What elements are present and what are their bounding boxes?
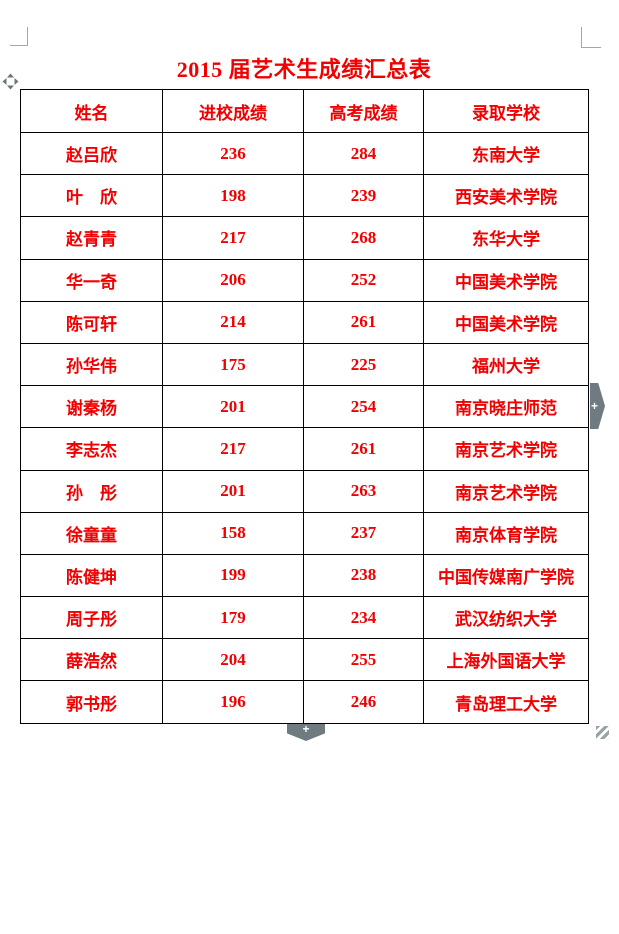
cell-gaokao-score[interactable]: 239 xyxy=(303,174,424,218)
page-title[interactable]: 2015 届艺术生成绩汇总表 xyxy=(176,57,432,82)
cell-school[interactable]: 南京艺术学院 xyxy=(423,469,589,513)
table-row: 李志杰 217 261 南京艺术学院 xyxy=(20,427,589,471)
cell-name[interactable]: 徐童童 xyxy=(20,511,163,555)
table-row: 赵青青 217 268 东华大学 xyxy=(20,216,589,260)
cell-entrance-score[interactable]: 179 xyxy=(162,596,304,640)
cell-name[interactable]: 孙华伟 xyxy=(20,342,163,387)
cell-gaokao-score[interactable]: 268 xyxy=(303,216,424,260)
cell-entrance-score[interactable]: 175 xyxy=(162,342,304,387)
cell-name[interactable]: 叶 欣 xyxy=(20,174,163,218)
cell-name[interactable]: 华一奇 xyxy=(20,258,163,302)
column-header-gaokao-score[interactable]: 高考成绩 xyxy=(303,89,424,133)
cell-school[interactable]: 东南大学 xyxy=(423,131,589,176)
cell-entrance-score[interactable]: 214 xyxy=(162,300,304,344)
margin-crop-mark-top-left xyxy=(10,27,28,46)
plus-icon: + xyxy=(591,399,599,413)
table-row: 陈健坤 199 238 中国传媒南广学院 xyxy=(20,553,589,598)
table-row: 徐童童 158 237 南京体育学院 xyxy=(20,511,589,555)
cell-school[interactable]: 上海外国语大学 xyxy=(423,638,589,682)
cell-school[interactable]: 武汉纺织大学 xyxy=(423,596,589,640)
cell-school[interactable]: 南京体育学院 xyxy=(423,511,589,555)
cell-gaokao-score[interactable]: 225 xyxy=(303,342,424,387)
cell-entrance-score[interactable]: 199 xyxy=(162,553,304,598)
table-row: 陈可轩 214 261 中国美术学院 xyxy=(20,300,589,344)
cell-school[interactable]: 中国美术学院 xyxy=(423,300,589,344)
cell-entrance-score[interactable]: 198 xyxy=(162,174,304,218)
add-column-button[interactable]: + xyxy=(590,383,605,429)
header-row: 姓名 进校成绩 高考成绩 录取学校 xyxy=(20,89,589,133)
cell-gaokao-score[interactable]: 261 xyxy=(303,300,424,344)
table-move-handle-icon[interactable] xyxy=(2,73,19,90)
cell-entrance-score[interactable]: 204 xyxy=(162,638,304,682)
cell-school[interactable]: 中国美术学院 xyxy=(423,258,589,302)
table-row: 郭书彤 196 246 青岛理工大学 xyxy=(20,680,589,724)
cell-entrance-score[interactable]: 196 xyxy=(162,680,304,724)
table-row: 赵吕欣 236 284 东南大学 xyxy=(20,131,589,176)
add-row-button[interactable]: + xyxy=(287,724,325,741)
table-resize-handle-icon[interactable] xyxy=(596,726,609,739)
table-row: 华一奇 206 252 中国美术学院 xyxy=(20,258,589,302)
cell-entrance-score[interactable]: 206 xyxy=(162,258,304,302)
cell-school[interactable]: 福州大学 xyxy=(423,342,589,387)
column-header-school[interactable]: 录取学校 xyxy=(423,89,589,133)
table-row: 孙华伟 175 225 福州大学 xyxy=(20,342,589,387)
cell-gaokao-score[interactable]: 234 xyxy=(303,596,424,640)
table-row: 叶 欣 198 239 西安美术学院 xyxy=(20,174,589,218)
column-header-entrance-score[interactable]: 进校成绩 xyxy=(162,89,304,133)
cell-gaokao-score[interactable]: 238 xyxy=(303,553,424,598)
cell-gaokao-score[interactable]: 252 xyxy=(303,258,424,302)
cell-name[interactable]: 孙 彤 xyxy=(20,469,163,513)
cell-gaokao-score[interactable]: 255 xyxy=(303,638,424,682)
cell-school[interactable]: 西安美术学院 xyxy=(423,174,589,218)
cell-name[interactable]: 薛浩然 xyxy=(20,638,163,682)
cell-entrance-score[interactable]: 158 xyxy=(162,511,304,555)
table-row: 谢秦杨 201 254 南京晓庄师范 xyxy=(20,385,589,429)
cell-gaokao-score[interactable]: 261 xyxy=(303,427,424,471)
cell-school[interactable]: 东华大学 xyxy=(423,216,589,260)
margin-crop-mark-top-right xyxy=(581,27,601,48)
cell-gaokao-score[interactable]: 284 xyxy=(303,131,424,176)
cell-school[interactable]: 南京艺术学院 xyxy=(423,427,589,471)
cell-entrance-score[interactable]: 217 xyxy=(162,427,304,471)
cell-entrance-score[interactable]: 201 xyxy=(162,469,304,513)
table-row: 周子彤 179 234 武汉纺织大学 xyxy=(20,596,589,640)
column-header-name[interactable]: 姓名 xyxy=(20,89,163,133)
cell-gaokao-score[interactable]: 254 xyxy=(303,385,424,429)
cell-gaokao-score[interactable]: 237 xyxy=(303,511,424,555)
cell-name[interactable]: 谢秦杨 xyxy=(20,385,163,429)
cell-school[interactable]: 南京晓庄师范 xyxy=(423,385,589,429)
cell-name[interactable]: 周子彤 xyxy=(20,596,163,640)
cell-school[interactable]: 中国传媒南广学院 xyxy=(423,553,589,598)
table-row: 孙 彤 201 263 南京艺术学院 xyxy=(20,469,589,513)
cell-name[interactable]: 郭书彤 xyxy=(20,680,163,724)
cell-name[interactable]: 陈可轩 xyxy=(20,300,163,344)
cell-name[interactable]: 陈健坤 xyxy=(20,553,163,598)
cell-entrance-score[interactable]: 217 xyxy=(162,216,304,260)
cell-entrance-score[interactable]: 236 xyxy=(162,131,304,176)
cell-entrance-score[interactable]: 201 xyxy=(162,385,304,429)
cell-name[interactable]: 李志杰 xyxy=(20,427,163,471)
cell-name[interactable]: 赵吕欣 xyxy=(20,131,163,176)
plus-icon: + xyxy=(302,722,310,736)
cell-school[interactable]: 青岛理工大学 xyxy=(423,680,589,724)
cell-gaokao-score[interactable]: 246 xyxy=(303,680,424,724)
cell-gaokao-score[interactable]: 263 xyxy=(303,469,424,513)
score-table: 姓名 进校成绩 高考成绩 录取学校 赵吕欣 236 284 东南大学 叶 欣 1… xyxy=(20,89,589,724)
table-row: 薛浩然 204 255 上海外国语大学 xyxy=(20,638,589,682)
cell-name[interactable]: 赵青青 xyxy=(20,216,163,260)
